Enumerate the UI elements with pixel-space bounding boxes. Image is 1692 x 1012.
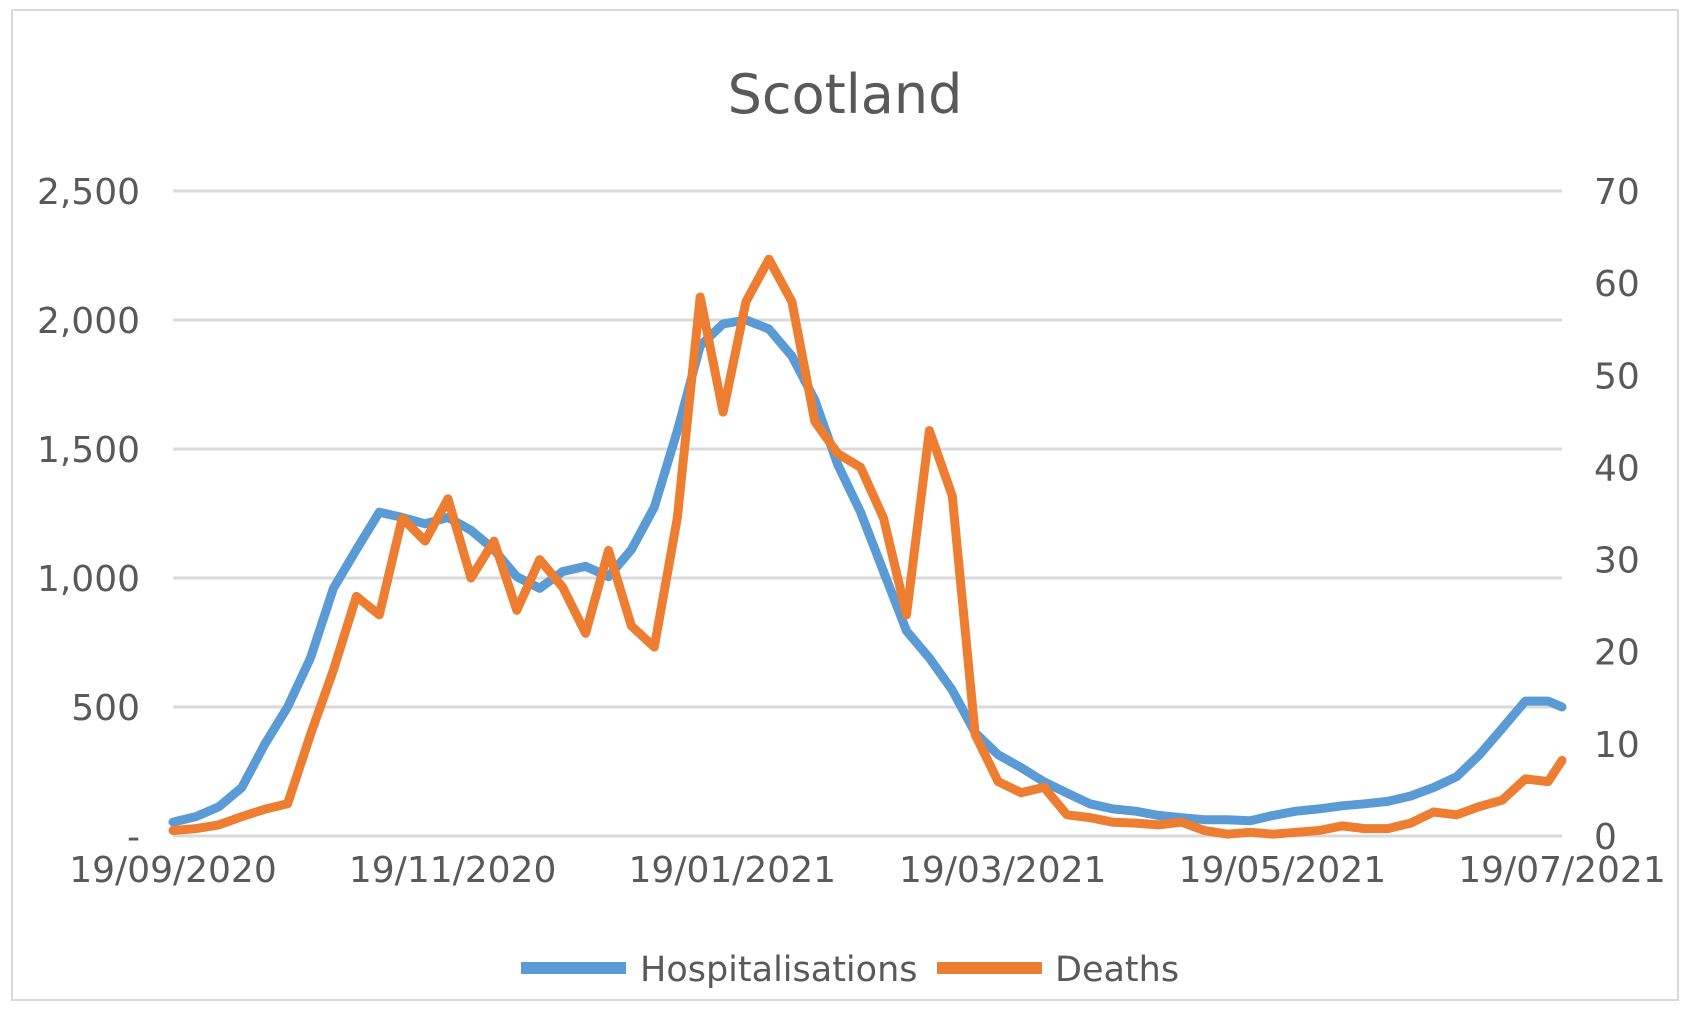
left-axis-tick-label: 500 <box>71 688 140 729</box>
chart-title: Scotland <box>728 63 963 126</box>
right-axis-tick-label: 50 <box>1594 356 1640 397</box>
series-line-deaths <box>168 254 1567 839</box>
left-axis-tick-label: 1,000 <box>37 559 140 600</box>
left-axis-tick-label: 2,000 <box>37 301 140 342</box>
x-axis-tick-label: 19/01/2021 <box>629 850 837 891</box>
chart-frame <box>11 9 1679 1001</box>
series-lines <box>168 254 1567 839</box>
x-axis-tick-label: 19/09/2020 <box>69 850 277 891</box>
left-axis-tick-label: - <box>127 817 140 858</box>
series-line-hospitalisations <box>168 315 1567 827</box>
right-axis-ticks: 0 10 20 30 40 50 60 70 <box>1594 172 1640 858</box>
right-axis-tick-label: 60 <box>1594 264 1640 305</box>
x-axis-tick-label: 19/05/2021 <box>1179 850 1387 891</box>
legend: Hospitalisations Deaths <box>521 950 1179 990</box>
legend-label-deaths: Deaths <box>1055 950 1179 990</box>
x-axis-tick-label: 19/03/2021 <box>899 850 1107 891</box>
right-axis-tick-label: 0 <box>1594 817 1617 858</box>
legend-label-hospitalisations: Hospitalisations <box>640 950 918 990</box>
x-axis-tick-label: 19/11/2020 <box>349 850 557 891</box>
right-axis-tick-label: 10 <box>1594 725 1640 766</box>
right-axis-tick-label: 30 <box>1594 541 1640 582</box>
right-axis-tick-label: 20 <box>1594 633 1640 674</box>
right-axis-tick-label: 40 <box>1594 448 1640 489</box>
x-axis-tick-label: 19/07/2021 <box>1458 850 1666 891</box>
gridlines <box>173 189 1562 838</box>
right-axis-tick-label: 70 <box>1594 172 1640 213</box>
left-axis-tick-label: 1,500 <box>37 430 140 471</box>
left-axis-tick-label: 2,500 <box>37 172 140 213</box>
x-axis-ticks: 19/09/2020 19/11/2020 19/01/2021 19/03/2021… <box>69 850 1666 891</box>
left-axis-ticks: - 500 1,000 1,500 2,000 2,500 <box>37 172 140 858</box>
